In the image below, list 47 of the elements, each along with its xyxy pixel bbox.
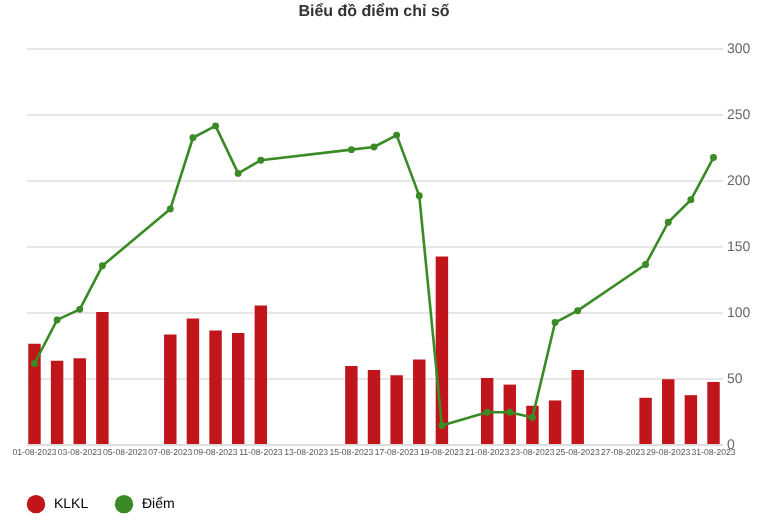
bar	[96, 312, 109, 444]
point	[189, 134, 197, 142]
bar	[639, 397, 652, 444]
point	[257, 156, 265, 164]
bar	[548, 400, 562, 444]
line-series	[31, 122, 717, 429]
point	[53, 316, 61, 324]
point	[528, 414, 536, 422]
point	[438, 422, 446, 429]
bar	[367, 370, 381, 444]
point	[370, 143, 378, 151]
bar	[413, 359, 426, 444]
point	[31, 360, 38, 367]
point	[393, 131, 401, 139]
bar	[164, 334, 177, 444]
bar	[707, 381, 720, 444]
chart-title: Biểu đồ điểm chỉ số	[298, 2, 450, 20]
point	[574, 307, 582, 315]
bar	[28, 343, 41, 444]
point	[483, 408, 491, 416]
bar	[345, 366, 358, 444]
bar	[209, 330, 222, 444]
point	[687, 196, 695, 204]
bar	[435, 256, 449, 444]
point	[76, 305, 84, 313]
bar	[571, 370, 584, 444]
point	[710, 154, 717, 162]
bar	[390, 375, 403, 444]
bar	[73, 358, 86, 444]
bar	[50, 360, 64, 444]
point	[234, 169, 242, 177]
point	[415, 192, 423, 200]
point	[506, 408, 514, 416]
bar	[480, 378, 494, 444]
point	[166, 205, 174, 213]
bar	[186, 318, 200, 444]
point	[642, 261, 650, 268]
bar	[503, 384, 517, 444]
bar	[231, 333, 245, 444]
bar	[254, 305, 268, 444]
bar	[684, 395, 698, 444]
point	[664, 218, 672, 226]
point	[98, 262, 106, 270]
point	[347, 146, 355, 154]
point	[212, 122, 220, 130]
bar	[662, 379, 675, 444]
point	[551, 319, 559, 327]
